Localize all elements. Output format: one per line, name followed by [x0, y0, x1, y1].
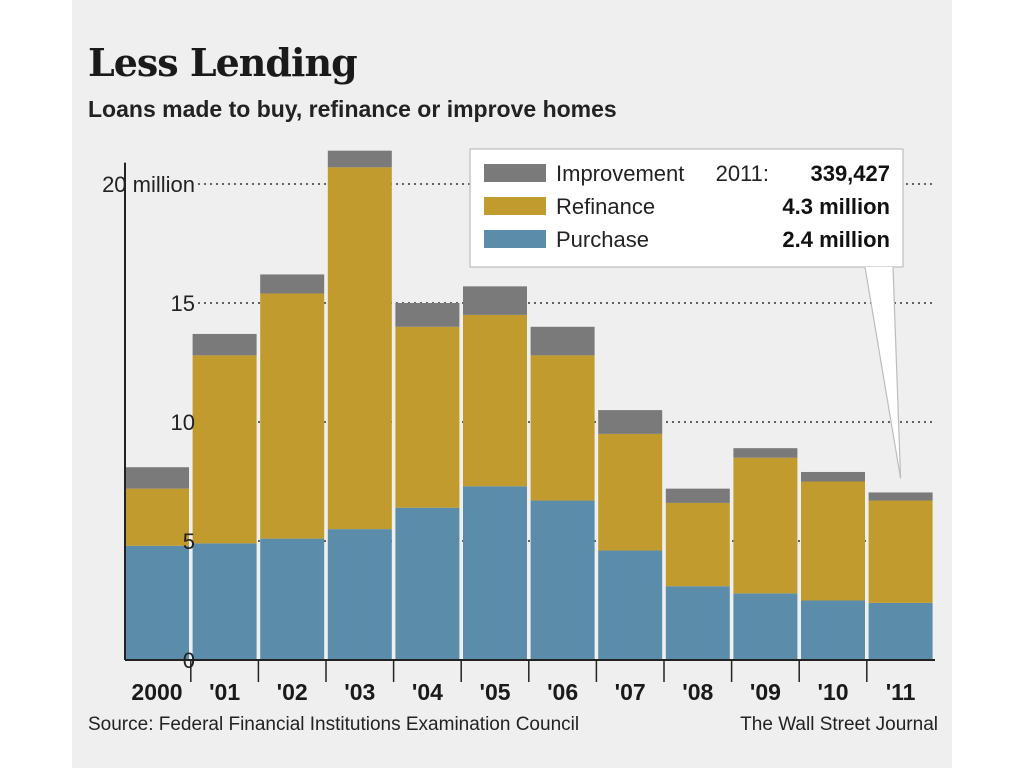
bar-improvement-6 — [530, 326, 595, 356]
bar-improvement-7 — [598, 410, 663, 434]
bar-refinance-1 — [192, 355, 257, 544]
chart-subtitle: Loans made to buy, refinance or improve … — [88, 96, 617, 122]
bar-refinance-8 — [665, 502, 730, 587]
y-tick-label: 5 — [183, 529, 195, 554]
bar-improvement-8 — [665, 488, 730, 503]
bar-improvement-0 — [125, 467, 189, 489]
y-tick-label: 15 — [171, 291, 195, 316]
x-tick-label: '10 — [817, 679, 848, 705]
bar-improvement-3 — [327, 150, 392, 168]
chart-title: Less Lending — [88, 40, 358, 85]
bar-refinance-5 — [463, 314, 527, 487]
legend-label-refinance: Refinance — [556, 194, 655, 219]
legend-year-label: 2011: — [716, 161, 769, 186]
bar-purchase-3 — [327, 529, 392, 660]
legend: Improvement 2011: 339,427 Refinance 4.3 mill… — [469, 148, 904, 479]
bar-purchase-2 — [260, 538, 325, 660]
bar-improvement-9 — [733, 448, 798, 458]
legend-label-improvement: Improvement — [556, 161, 684, 186]
bar-improvement-4 — [395, 303, 460, 327]
bar-improvement-10 — [801, 471, 865, 482]
bar-improvement-1 — [192, 333, 257, 356]
bar-refinance-2 — [260, 293, 325, 539]
bar-refinance-7 — [598, 433, 663, 551]
bar-purchase-6 — [530, 500, 595, 660]
legend-label-purchase: Purchase — [556, 227, 649, 252]
bar-purchase-7 — [598, 550, 663, 660]
bar-purchase-9 — [733, 593, 798, 660]
bar-refinance-9 — [733, 457, 798, 594]
x-tick-label: '05 — [479, 679, 510, 705]
bar-improvement-5 — [463, 286, 527, 315]
bar-refinance-4 — [395, 326, 460, 508]
x-tick-label: '01 — [209, 679, 240, 705]
legend-pointer-edge — [864, 266, 902, 479]
bar-purchase-1 — [192, 543, 257, 660]
x-tick-label: '08 — [682, 679, 713, 705]
x-tick-label: '02 — [277, 679, 308, 705]
bar-purchase-0 — [125, 545, 189, 660]
bar-purchase-8 — [665, 586, 730, 660]
x-tick-label: '06 — [547, 679, 578, 705]
legend-pointer-edge — [892, 266, 902, 479]
x-tick-label: '03 — [344, 679, 375, 705]
y-tick-label: 10 — [171, 410, 195, 435]
bar-purchase-4 — [395, 507, 460, 660]
legend-value-purchase: 2.4 million — [782, 227, 890, 252]
legend-value-improvement: 339,427 — [810, 161, 890, 186]
bar-refinance-3 — [327, 167, 392, 530]
legend-value-refinance: 4.3 million — [782, 194, 890, 219]
publisher-credit: The Wall Street Journal — [740, 714, 938, 735]
bar-purchase-5 — [463, 486, 527, 660]
bar-purchase-11 — [868, 602, 933, 660]
x-tick-label: '11 — [886, 679, 916, 705]
legend-swatch-improvement — [484, 164, 546, 182]
x-tick-label: '04 — [412, 679, 443, 705]
bar-improvement-2 — [260, 274, 325, 294]
y-tick-label: 20 million — [102, 172, 195, 197]
bar-refinance-11 — [868, 500, 933, 603]
bar-refinance-6 — [530, 355, 595, 501]
bar-improvement-11 — [868, 492, 933, 501]
x-tick-label: 2000 — [131, 679, 182, 705]
bar-refinance-0 — [125, 488, 189, 546]
bars — [125, 150, 933, 660]
source-note: Source: Federal Financial Institutions E… — [88, 714, 580, 735]
bar-purchase-10 — [801, 600, 865, 660]
legend-swatch-refinance — [484, 197, 546, 215]
legend-swatch-purchase — [484, 230, 546, 248]
x-tick-label: '09 — [750, 679, 781, 705]
x-tick-label: '07 — [615, 679, 646, 705]
bar-refinance-10 — [801, 481, 865, 601]
